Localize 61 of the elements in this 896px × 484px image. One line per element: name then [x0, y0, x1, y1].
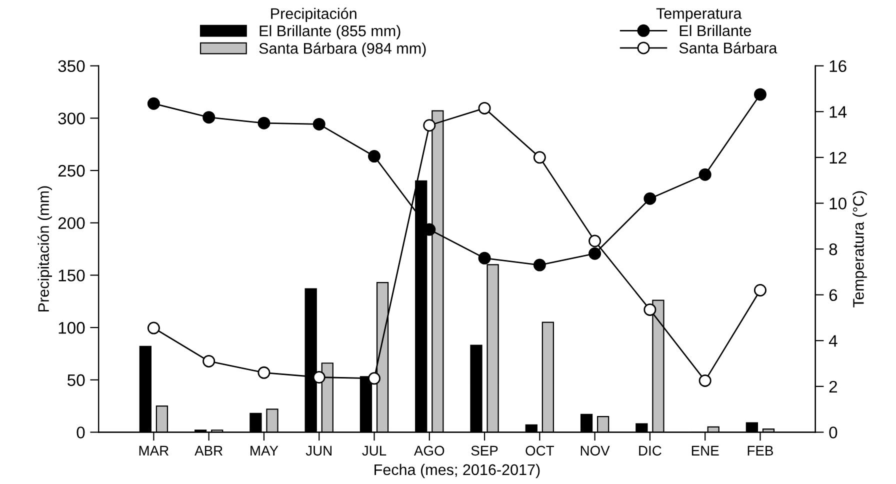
- y2-tick-label: 4: [828, 335, 838, 347]
- y-tick-label: 250: [58, 164, 85, 177]
- legend-label: El Brillante: [680, 24, 751, 36]
- point: [478, 102, 491, 114]
- text: Temperatura: [656, 8, 742, 22]
- y2-tick-label: 0: [829, 426, 838, 438]
- point: [147, 322, 160, 334]
- x-tick-label: FEB: [748, 446, 773, 456]
- y2-tick-label: 16: [830, 60, 846, 72]
- legend-label: Santa Bárbara (984 mm): [259, 42, 426, 57]
- point: [588, 247, 602, 260]
- x-tick-label: MAR: [139, 446, 168, 456]
- x-tick-label: ABR: [194, 446, 222, 456]
- point: [202, 111, 216, 124]
- point: [588, 234, 602, 248]
- x-tick-label: JUN: [306, 446, 332, 456]
- x-tick-label: JUL: [362, 446, 386, 456]
- x-tick-label: NOV: [580, 446, 610, 456]
- text: Precipitación: [271, 8, 356, 22]
- x-tick-label: SEP: [471, 446, 498, 456]
- legend-label: Santa Bárbara: [679, 42, 778, 54]
- point: [312, 118, 326, 130]
- point: [644, 303, 656, 316]
- point: [258, 366, 270, 379]
- y-axis-title: Precipitación (mm): [38, 186, 52, 312]
- y-tick-label: 350: [58, 60, 85, 72]
- y2-tick-label: 14: [830, 106, 847, 118]
- point: [368, 372, 381, 385]
- point: [754, 284, 766, 296]
- point: [754, 88, 766, 101]
- x-tick-label: AGO: [414, 446, 444, 456]
- point: [698, 374, 712, 387]
- point: [368, 150, 381, 163]
- point: [644, 192, 656, 205]
- y2-axis-title: Temperatura (°C): [852, 191, 867, 308]
- point: [312, 371, 326, 384]
- y-tick-label: 0: [76, 426, 85, 438]
- point: [147, 97, 160, 110]
- point: [202, 354, 216, 368]
- y-tick-label: 150: [58, 270, 85, 282]
- point: [533, 151, 546, 164]
- x-tick-label: ENE: [692, 446, 719, 456]
- x-tick-label: MAY: [250, 446, 278, 456]
- y2-tick-label: 2: [829, 380, 837, 392]
- legend-label: El Brillante (855 mm): [260, 25, 400, 40]
- y2-tick-label: 12: [830, 152, 846, 164]
- x-axis-title: Fecha (mes; 2016-2017): [374, 464, 540, 478]
- y2-tick-label: 10: [830, 198, 846, 210]
- x-tick-label: OCT: [526, 446, 554, 456]
- x-tick-label: DIC: [639, 446, 662, 456]
- y-tick-label: 200: [58, 217, 85, 230]
- point: [258, 116, 270, 130]
- y2-tick-label: 6: [829, 289, 838, 302]
- point: [698, 168, 712, 181]
- point: [533, 258, 546, 272]
- point: [478, 252, 491, 264]
- y-tick-label: 300: [58, 112, 85, 124]
- y-tick-label: 50: [67, 374, 85, 386]
- y2-tick-label: 8: [829, 243, 838, 256]
- y-tick-label: 100: [58, 322, 85, 334]
- point: [423, 119, 436, 132]
